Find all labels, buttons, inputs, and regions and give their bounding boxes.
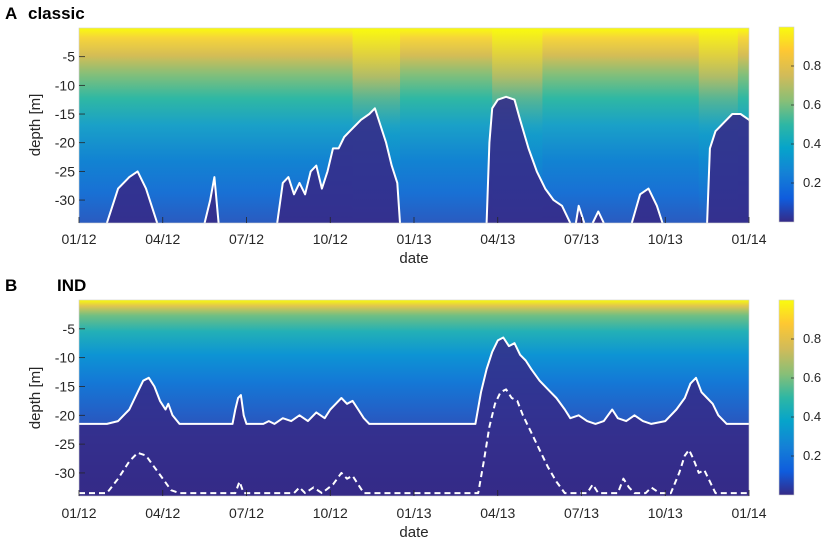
panel-b-title: IND	[57, 276, 86, 295]
panel-a-heatmap	[79, 28, 749, 223]
x-tick-label: 04/12	[145, 505, 180, 521]
x-tick-label: 10/13	[648, 231, 683, 247]
panel-b-ylabel: depth [m]	[27, 367, 44, 430]
x-tick-label: 01/12	[61, 505, 96, 521]
panel-a-plot	[79, 28, 749, 223]
panel-b-plot	[79, 300, 749, 496]
x-tick-label: 01/12	[61, 231, 96, 247]
x-tick-label: 07/12	[229, 231, 264, 247]
x-tick-label: 07/13	[564, 505, 599, 521]
panel-a-colorbar	[778, 26, 795, 223]
panel-a-ylabel: depth [m]	[27, 94, 44, 157]
x-tick-label: 01/13	[396, 505, 431, 521]
x-tick-label: 04/13	[480, 231, 515, 247]
colorbar-tick-label: 0.6	[803, 370, 821, 385]
y-tick-label: -30	[55, 465, 75, 481]
colorbar-tick-label: 0.2	[803, 448, 821, 463]
y-tick-label: -25	[55, 163, 75, 179]
panel-b-xlabel: date	[399, 524, 428, 541]
x-tick-label: 10/12	[313, 505, 348, 521]
dark-region	[277, 108, 400, 223]
x-tick-label: 10/12	[313, 231, 348, 247]
boundary-line-segment	[485, 95, 572, 223]
panel-b-dark-region	[79, 337, 749, 496]
x-tick-label: 04/12	[145, 231, 180, 247]
panel-a-xlabel: date	[399, 250, 428, 267]
panel-b-colorbar	[778, 299, 795, 496]
panel-b-letter: B	[5, 276, 17, 295]
x-tick-label: 04/13	[480, 505, 515, 521]
y-tick-label: -5	[63, 49, 76, 65]
y-tick-label: -30	[55, 192, 75, 208]
boundary-line-segment	[276, 107, 401, 223]
panel-a-y-ticks: -5 -10 -15 -20 -25 -30	[55, 49, 85, 208]
y-tick-label: -5	[63, 321, 76, 337]
panel-b-x-ticks: 01/12 04/12 07/12 10/12 01/13 04/13 07/13 10/13…	[61, 490, 767, 521]
colorbar-tick-label: 0.2	[803, 175, 821, 190]
y-tick-label: -20	[55, 407, 75, 423]
colorbar-tick-label: 0.4	[803, 136, 821, 151]
x-tick-label: 01/14	[731, 505, 766, 521]
y-tick-label: -15	[55, 106, 75, 122]
panel-b-colorbar-ticks: 0.2 0.4 0.6 0.8	[791, 331, 821, 463]
colorbar-tick-label: 0.8	[803, 331, 821, 346]
colorbar-tick-label: 0.8	[803, 58, 821, 73]
x-tick-label: 01/14	[731, 231, 766, 247]
dark-region	[79, 337, 749, 496]
dark-region	[486, 96, 571, 223]
y-tick-label: -15	[55, 378, 75, 394]
x-tick-label: 10/13	[648, 505, 683, 521]
dark-region	[707, 114, 749, 223]
colorbar-tick-label: 0.6	[803, 97, 821, 112]
panel-a-title: classic	[28, 4, 85, 23]
boundary-line-segment	[105, 170, 159, 223]
y-tick-label: -25	[55, 436, 75, 452]
x-tick-label: 07/12	[229, 505, 264, 521]
y-tick-label: -10	[55, 77, 75, 93]
boundary-line-segment	[591, 210, 605, 223]
panel-a-boundary-lines	[105, 95, 749, 223]
dark-region	[106, 171, 158, 223]
y-tick-label: -20	[55, 135, 75, 151]
boundary-line-segment	[574, 204, 586, 223]
panel-a-x-ticks: 01/12 04/12 07/12 10/12 01/13 04/13 07/13 10/13…	[61, 217, 767, 247]
boundary-line-segment	[203, 176, 220, 223]
colorbar-tick-label: 0.4	[803, 409, 821, 424]
x-tick-label: 01/13	[396, 231, 431, 247]
panel-b-y-ticks: -5 -10 -15 -20 -25 -30	[55, 321, 85, 481]
boundary-line	[79, 336, 749, 425]
dark-region	[592, 211, 604, 223]
panel-a-colorbar-ticks: 0.2 0.4 0.6 0.8	[791, 58, 821, 190]
boundary-line-segment	[630, 187, 664, 223]
y-tick-label: -10	[55, 350, 75, 366]
panel-a-letter: A	[5, 4, 17, 23]
x-tick-label: 07/13	[564, 231, 599, 247]
boundary-line-segment	[706, 113, 749, 223]
